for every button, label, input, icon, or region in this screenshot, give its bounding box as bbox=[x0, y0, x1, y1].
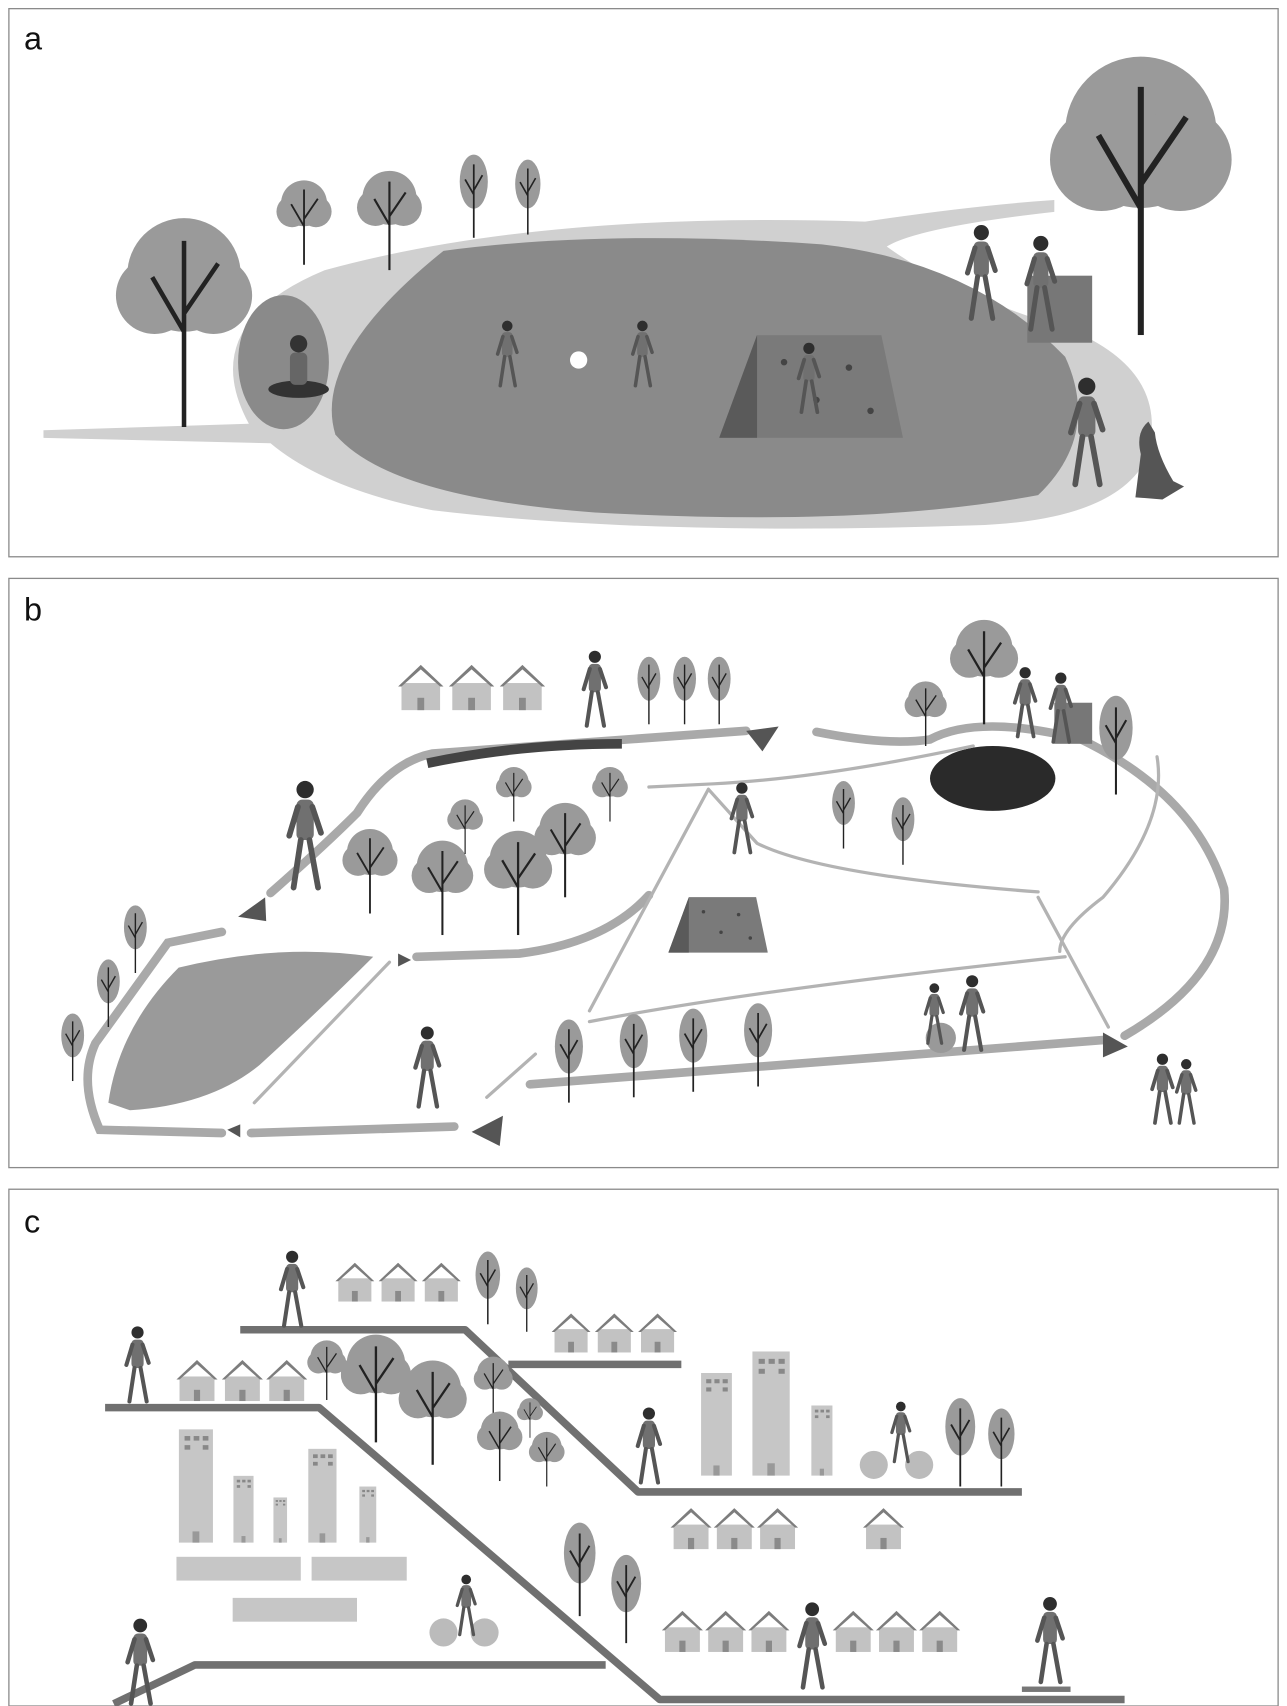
scooter bbox=[1022, 1687, 1071, 1692]
panel-c: c bbox=[9, 1189, 1278, 1706]
pond bbox=[930, 746, 1055, 811]
building bbox=[179, 1429, 213, 1543]
panel-label: a bbox=[24, 21, 43, 57]
panel-b: b bbox=[9, 578, 1278, 1167]
building bbox=[359, 1487, 376, 1543]
building bbox=[233, 1476, 253, 1543]
building bbox=[273, 1497, 287, 1542]
building bbox=[701, 1373, 732, 1476]
panel-label: c bbox=[24, 1203, 40, 1239]
person bbox=[290, 335, 307, 352]
building bbox=[308, 1449, 336, 1543]
bicycle bbox=[905, 1451, 933, 1479]
building bbox=[233, 1598, 357, 1622]
panel-a: a bbox=[9, 9, 1278, 557]
bicycle bbox=[429, 1618, 457, 1646]
ball bbox=[570, 351, 587, 368]
panel-label: b bbox=[24, 592, 42, 628]
building bbox=[312, 1557, 407, 1581]
person bbox=[290, 352, 307, 384]
building bbox=[176, 1557, 300, 1581]
bicycle bbox=[860, 1451, 888, 1479]
figure: a b bbox=[0, 0, 1287, 1706]
lawn bbox=[238, 295, 329, 429]
building bbox=[811, 1405, 832, 1475]
building bbox=[752, 1351, 789, 1475]
